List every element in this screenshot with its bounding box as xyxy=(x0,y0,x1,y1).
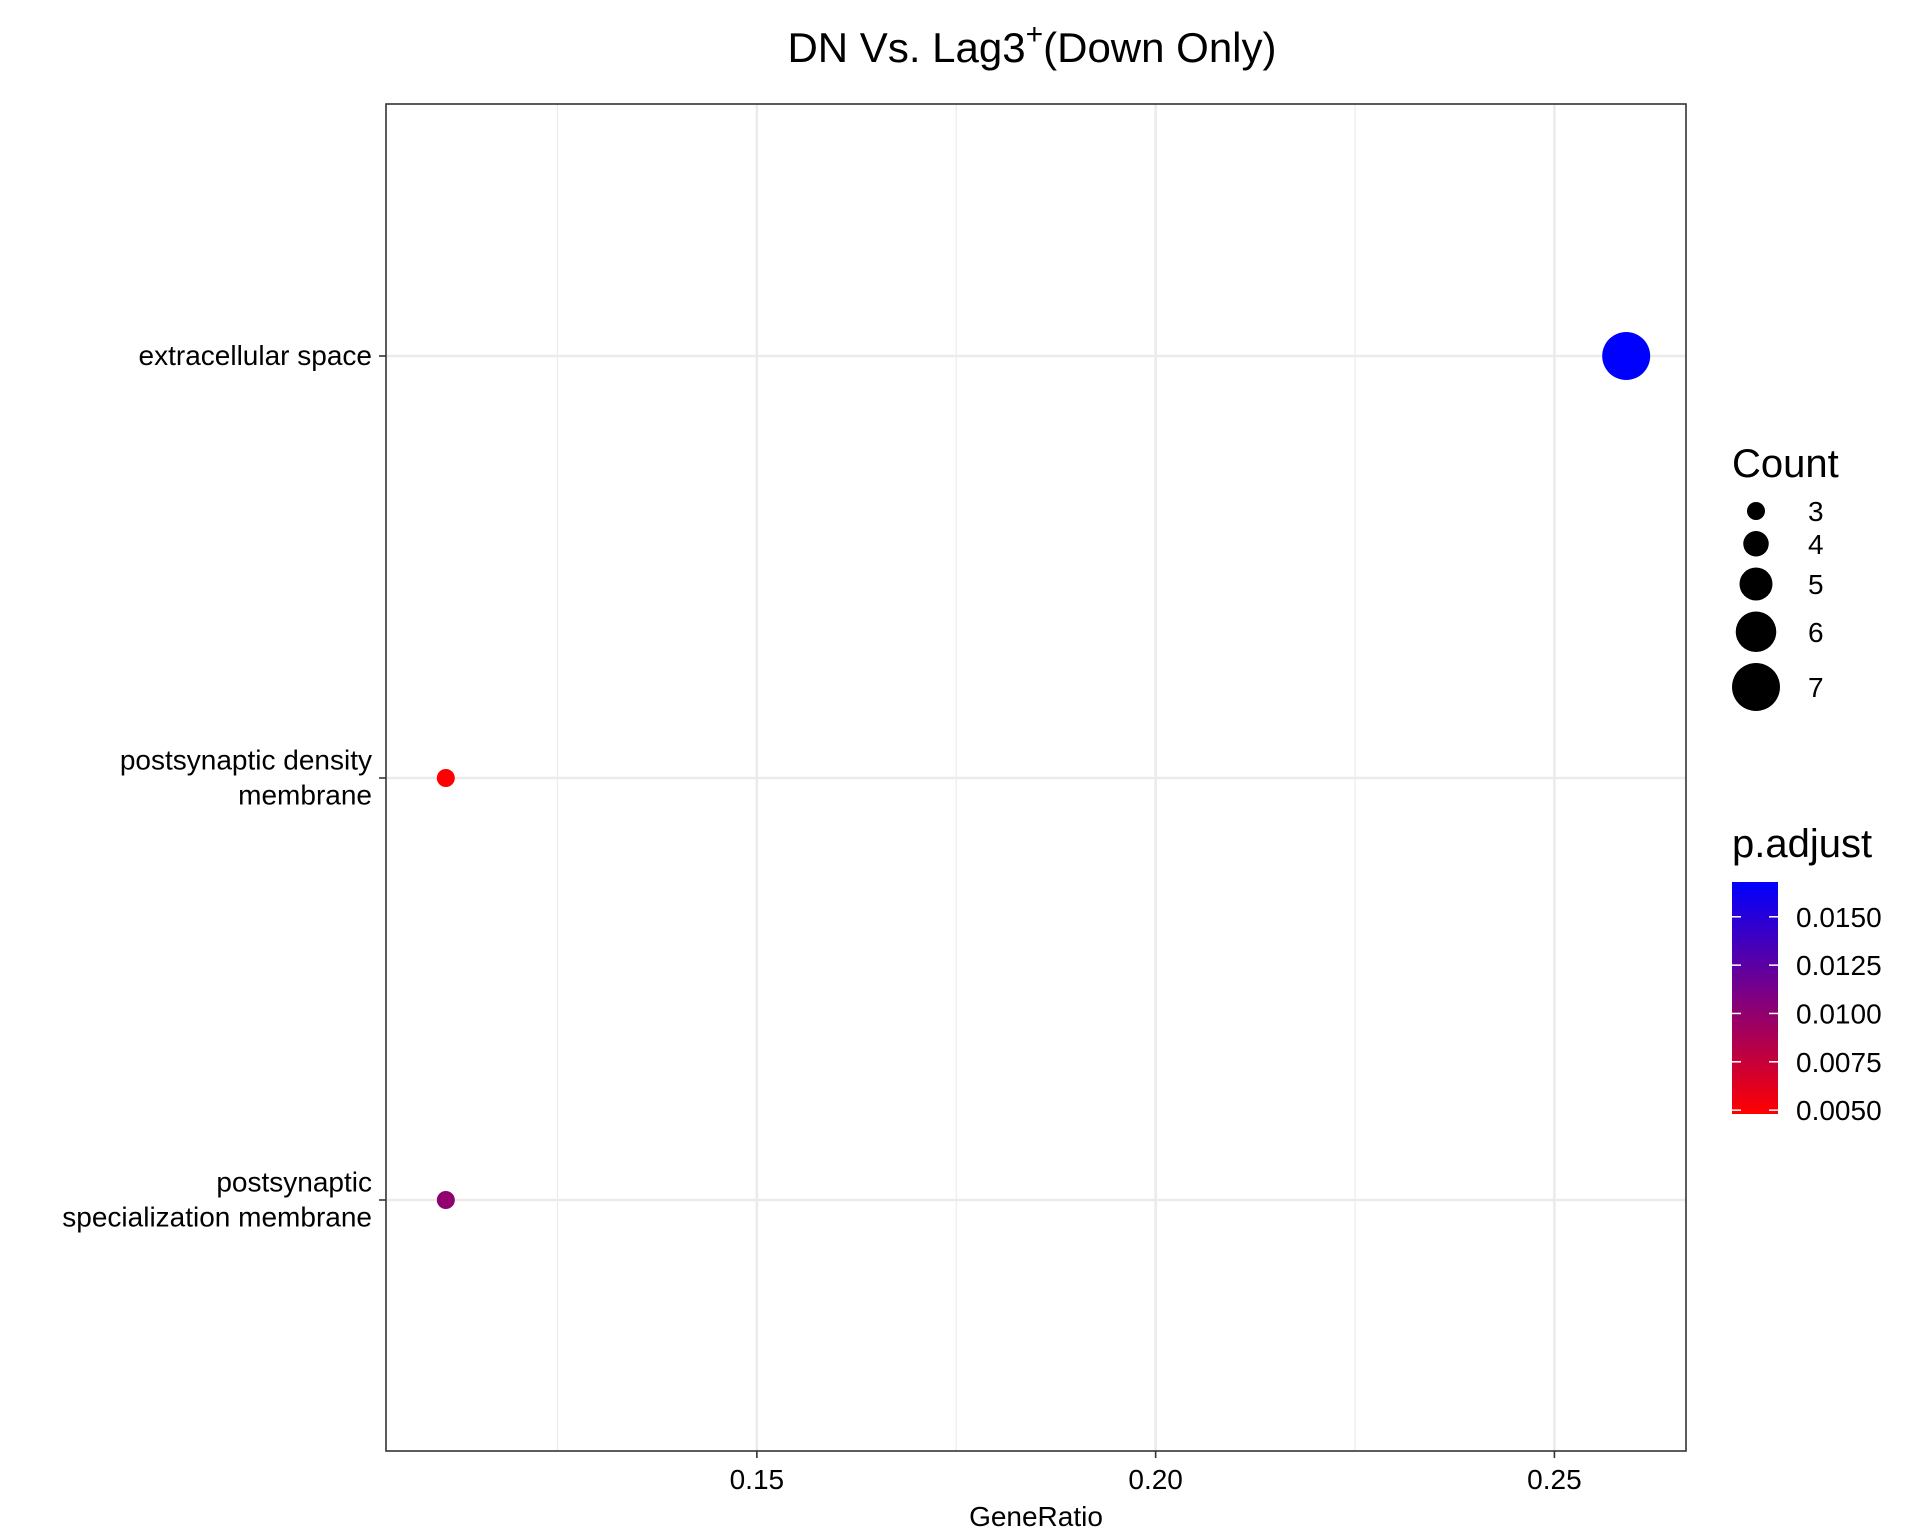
x-axis: 0.15 0.20 0.25 xyxy=(730,1451,1582,1495)
size-legend-dot xyxy=(1743,531,1769,557)
color-legend-title: p.adjust xyxy=(1732,822,1872,866)
color-legend-label: 0.0125 xyxy=(1796,950,1882,981)
color-legend-bar xyxy=(1732,882,1778,1114)
y-tick-label: membrane xyxy=(238,780,372,811)
x-tick-label: 0.15 xyxy=(730,1464,785,1495)
size-legend-dot xyxy=(1739,567,1773,601)
size-legend: Count 34 5 6 7 xyxy=(1732,442,1839,711)
size-legend-label: 3 xyxy=(1808,496,1824,527)
color-legend: p.adjust 0.0050 0.0075 0.0100 0.0125 0.0150 xyxy=(1732,822,1882,1126)
size-legend-label: 5 xyxy=(1808,569,1824,600)
color-legend-label: 0.0150 xyxy=(1796,902,1882,933)
y-axis: extracellular space postsynaptic density m… xyxy=(62,340,386,1233)
data-point xyxy=(436,1191,455,1209)
y-tick-label: specialization membrane xyxy=(62,1202,372,1233)
size-legend-dot xyxy=(1732,663,1780,711)
data-points xyxy=(436,332,1651,1209)
y-tick-label: extracellular space xyxy=(139,340,372,371)
y-tick-label: postsynaptic density xyxy=(120,745,372,776)
data-point xyxy=(436,769,455,787)
chart-title-superscript: + xyxy=(1026,18,1044,51)
data-point xyxy=(1602,332,1651,380)
chart-title: DN Vs. Lag3+(Down Only) xyxy=(787,18,1276,71)
chart-title-suffix: (Down Only) xyxy=(1043,24,1276,71)
chart-title-main: DN Vs. Lag3 xyxy=(787,24,1025,71)
grid-lines xyxy=(386,104,1686,1451)
color-legend-label: 0.0050 xyxy=(1796,1095,1882,1126)
size-legend-title: Count xyxy=(1732,442,1839,486)
y-tick-label: postsynaptic xyxy=(216,1167,372,1198)
size-legend-label: 4 xyxy=(1808,529,1824,560)
size-legend-label: 6 xyxy=(1808,617,1824,648)
color-legend-label: 0.0100 xyxy=(1796,998,1882,1029)
color-legend-label: 0.0075 xyxy=(1796,1047,1882,1078)
x-tick-label: 0.20 xyxy=(1128,1464,1183,1495)
x-tick-label: 0.25 xyxy=(1527,1464,1582,1495)
size-legend-label: 7 xyxy=(1808,672,1824,703)
size-legend-dot xyxy=(1735,611,1777,652)
x-axis-title: GeneRatio xyxy=(969,1501,1103,1532)
size-legend-dot xyxy=(1747,502,1765,520)
